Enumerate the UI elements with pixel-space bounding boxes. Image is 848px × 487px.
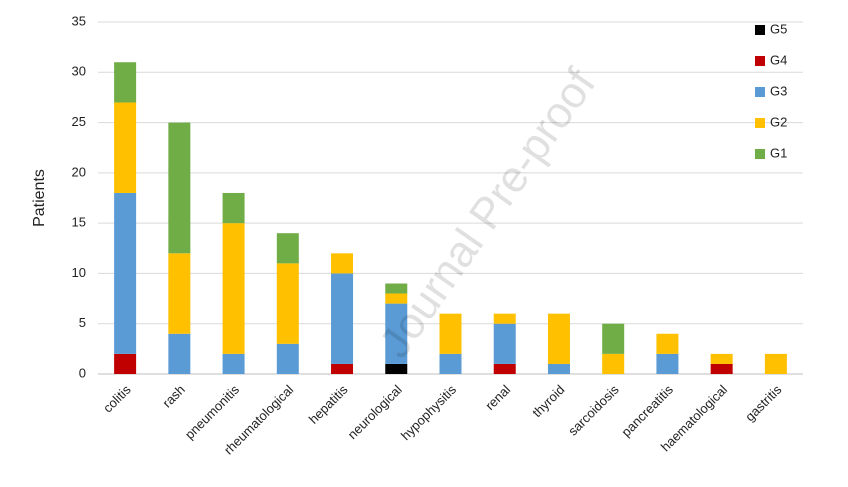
bar-segment xyxy=(276,263,299,344)
x-tick-label: pancreatitis xyxy=(618,382,676,440)
bar-segment xyxy=(331,253,354,274)
legend-label: G2 xyxy=(770,114,787,129)
bar-segment xyxy=(439,313,462,354)
x-tick-label: thyroid xyxy=(529,382,567,420)
bar-segment xyxy=(493,363,516,374)
y-tick-label: 30 xyxy=(72,64,86,79)
bar-segment xyxy=(168,333,191,374)
bar-segment xyxy=(493,313,516,324)
bar-segment xyxy=(114,192,137,354)
bar-segment xyxy=(331,363,354,374)
y-tick-label: 5 xyxy=(79,315,86,330)
bar-segment xyxy=(222,223,245,354)
bar-segment xyxy=(602,353,625,374)
legend-label: G5 xyxy=(770,21,787,36)
bar-segment xyxy=(331,273,354,364)
bar-segment xyxy=(114,102,137,193)
watermark: Journal Pre-proof xyxy=(370,59,606,366)
bar-segment xyxy=(493,323,516,364)
bar-segment xyxy=(602,323,625,354)
legend-swatch xyxy=(755,87,765,97)
bar-segment xyxy=(385,283,408,294)
y-tick-label: 20 xyxy=(72,164,86,179)
bar-segment xyxy=(385,363,408,374)
legend-label: G1 xyxy=(770,145,787,160)
bar-segment xyxy=(439,353,462,374)
x-tick-label: hepatitis xyxy=(306,382,351,427)
bar-segment xyxy=(222,192,245,224)
bar-segment xyxy=(114,62,137,103)
y-tick-label: 0 xyxy=(79,365,86,380)
bar-segment xyxy=(710,363,733,374)
bar-segment xyxy=(276,233,299,264)
x-tick-label: renal xyxy=(482,382,513,413)
bar-segment xyxy=(656,353,679,374)
bar-segment xyxy=(547,363,570,374)
bar-segment xyxy=(385,303,408,364)
y-tick-label: 10 xyxy=(72,265,86,280)
bar-segment xyxy=(114,353,137,374)
legend-swatch xyxy=(755,25,765,35)
legend-swatch xyxy=(755,56,765,66)
x-tick-label: neurological xyxy=(345,382,405,442)
x-tick-label: rash xyxy=(159,382,187,410)
legend-swatch xyxy=(755,118,765,128)
legend-label: G4 xyxy=(770,52,787,67)
bar-segment xyxy=(168,122,191,254)
x-tick-label: sarcoidosis xyxy=(565,382,622,439)
legend-swatch xyxy=(755,149,765,159)
x-tick-label: colitis xyxy=(100,382,134,416)
bar-segment xyxy=(168,253,191,334)
bar-segment xyxy=(276,343,299,374)
bar-segment xyxy=(385,293,408,304)
y-tick-label: 35 xyxy=(72,13,86,28)
y-tick-label: 15 xyxy=(72,215,86,230)
bar-segment xyxy=(547,313,570,364)
bar-segment xyxy=(222,353,245,374)
y-axis-label: Patients xyxy=(31,169,48,227)
legend-label: G3 xyxy=(770,83,787,98)
y-tick-label: 25 xyxy=(72,114,86,129)
x-tick-label: gastritis xyxy=(742,382,785,425)
bar-segment xyxy=(764,353,787,374)
x-tick-label: hypophysitis xyxy=(398,382,460,444)
bar-segment xyxy=(710,353,733,364)
bar-segment xyxy=(656,333,679,354)
